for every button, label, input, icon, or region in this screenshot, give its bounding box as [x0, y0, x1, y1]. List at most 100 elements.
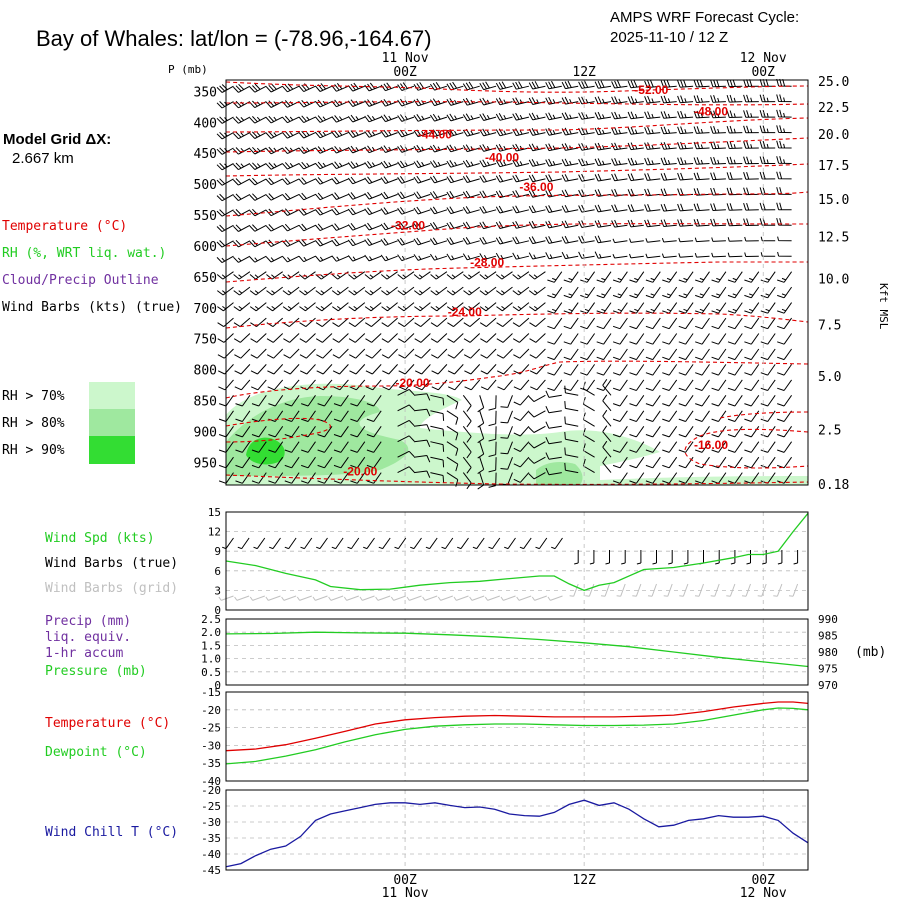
wind-barb — [265, 115, 283, 124]
wind-barb — [611, 96, 628, 104]
wind-barb — [564, 401, 579, 412]
wind-barb — [744, 395, 760, 407]
wind-barb — [266, 333, 284, 343]
wind-barb — [512, 81, 530, 90]
wind-barb — [777, 333, 793, 345]
wind-barb — [612, 254, 628, 259]
wind-barb — [249, 177, 267, 186]
precip-ticks: 00.51.01.52.02.5 — [201, 613, 221, 692]
wind-barb — [265, 239, 283, 248]
wind-barb — [547, 286, 563, 299]
wind-barb — [266, 317, 284, 328]
wind-barb — [561, 235, 579, 244]
wind-barbs-true-label: Wind Barbs (true) — [45, 556, 178, 571]
wind-barb — [612, 395, 628, 407]
rh-shading — [226, 383, 808, 485]
pressure-unit-label: (mb) — [855, 645, 886, 660]
wind-barb-grid — [422, 595, 438, 601]
wind-barb — [480, 364, 497, 375]
time-label-date: 12 Nov — [740, 886, 787, 900]
wind-barb — [677, 126, 694, 135]
wind-barb — [760, 252, 776, 257]
isotherm-label: -32.00 — [391, 218, 425, 232]
wind-barb — [233, 239, 251, 248]
wind-barb — [446, 221, 464, 230]
wind-chill-panel-frame — [225, 789, 809, 871]
wind-barb — [594, 111, 612, 120]
wind-barb — [662, 456, 678, 469]
wind-barb — [315, 286, 333, 296]
wind-barb — [413, 98, 431, 107]
wind-barb — [315, 255, 333, 262]
wind-barb — [727, 364, 743, 376]
wind-barb — [347, 99, 365, 107]
isotherm-labels: -52.00 -48.00 -44.00 -40.00 -36.00 -32.00 -28.… — [343, 83, 728, 479]
wind-barb — [380, 207, 398, 215]
wind-barb — [446, 81, 464, 91]
wind-barb — [580, 317, 596, 330]
wind-barb — [677, 172, 694, 181]
wind-barb — [283, 364, 300, 375]
wind-barb — [269, 537, 281, 550]
wind-barb — [580, 348, 596, 361]
wind-barb — [413, 271, 431, 280]
wind-barb — [744, 410, 760, 422]
wind-barb — [298, 223, 316, 232]
wind-barb — [234, 348, 251, 359]
wind-barb — [744, 302, 760, 314]
wind-barb — [594, 96, 612, 105]
wind-barb — [627, 157, 644, 166]
precip-label: Precip (mm) — [45, 614, 131, 629]
wind-barb — [563, 317, 579, 330]
wind-barb — [413, 144, 431, 153]
wind-barb — [477, 395, 485, 413]
wind-barb — [760, 426, 776, 438]
cross-section-frame — [225, 79, 809, 486]
wind-barb — [496, 364, 513, 375]
wind-barb — [446, 456, 459, 472]
precip-liq-label: liq. equiv. — [45, 630, 131, 645]
wind-barb — [621, 550, 626, 565]
wind-barb — [480, 379, 497, 391]
wind-barb — [462, 425, 472, 443]
wind-barb — [414, 317, 431, 328]
wind-barb — [662, 426, 678, 438]
wind-barb — [216, 271, 234, 280]
time-label-hour: 12Z — [572, 873, 596, 888]
wind-barb — [446, 113, 464, 122]
wind-barb — [282, 286, 300, 296]
wind-barb — [333, 441, 349, 453]
wind-barb — [398, 348, 415, 359]
pressure-tick-label: 450 — [194, 147, 217, 162]
wind-barb-grid — [375, 595, 391, 601]
wind-barb — [282, 131, 300, 139]
wind-barb — [253, 537, 266, 550]
wind-barb — [301, 395, 316, 407]
wind-barb — [678, 286, 694, 299]
wind-barb — [512, 317, 530, 328]
wind-barb — [464, 379, 481, 391]
wind-barb — [398, 333, 415, 343]
wind-barb — [561, 251, 579, 260]
wind-barb — [477, 426, 485, 444]
wind-barb — [561, 143, 579, 151]
wind-barb — [265, 146, 283, 155]
wind-barb — [645, 238, 661, 243]
wind-barb — [233, 255, 251, 263]
wind-barb — [578, 235, 595, 244]
wind-barb-grid — [359, 595, 375, 601]
wind-barb — [298, 177, 316, 185]
surface-wind-barbs — [218, 537, 799, 601]
wind-barb — [462, 472, 472, 490]
isotherm-label: -48.00 — [694, 105, 728, 119]
wind-barb — [677, 95, 694, 104]
isotherm-label: -44.00 — [418, 127, 452, 141]
wind-barb — [347, 255, 365, 262]
wind-barb — [563, 379, 579, 391]
wind-barb — [462, 237, 480, 245]
wind-barb — [727, 395, 743, 407]
wind-barb-grid — [679, 583, 689, 597]
wind-barb — [611, 111, 628, 120]
wind-barb — [528, 97, 546, 105]
model-grid-value: 2.667 km — [12, 150, 74, 167]
